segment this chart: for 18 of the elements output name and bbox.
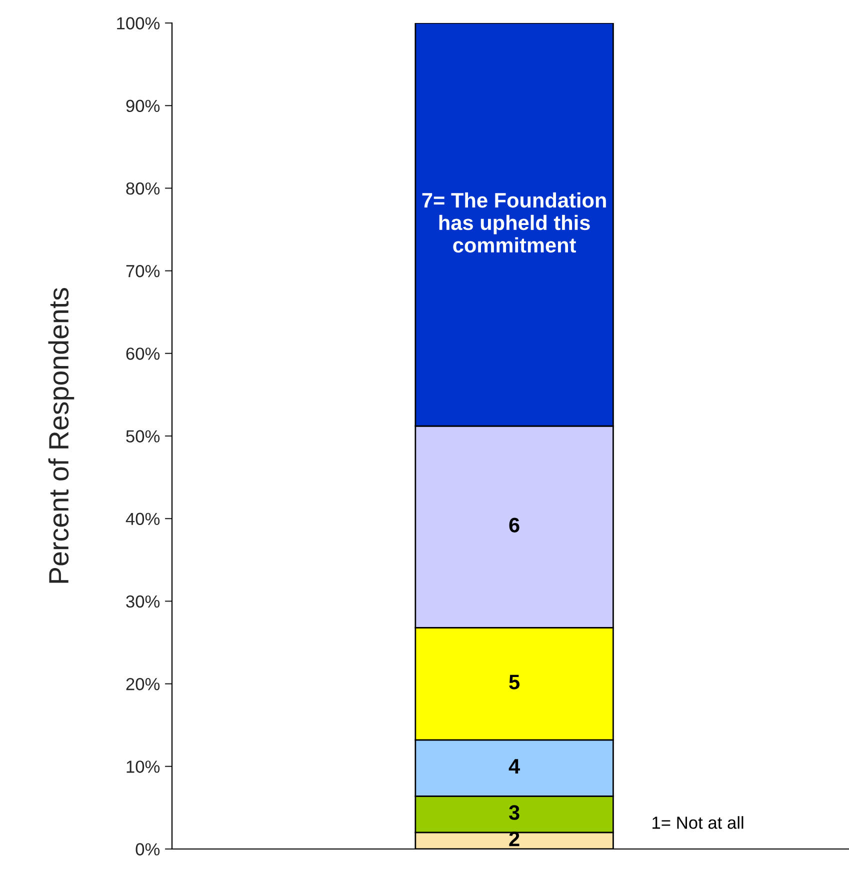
y-tick-label: 20% <box>126 678 160 690</box>
y-tick-label: 40% <box>126 512 160 526</box>
y-tick-label: 30% <box>126 595 160 608</box>
text: 1= Not at all <box>652 816 744 829</box>
y-tick-label: 90% <box>126 100 160 112</box>
y-tick-label: 100% <box>117 17 160 30</box>
y-tick-label: 10% <box>126 760 160 773</box>
series-label: 3 <box>508 805 520 820</box>
series-label: 7= The Foundation has upheld this commitment <box>422 192 606 253</box>
series-label: 4 <box>508 759 520 774</box>
y-axis-title: Percent of Respondents <box>48 288 74 583</box>
series-label: 6 <box>509 518 520 532</box>
series-label: 5 <box>509 674 520 690</box>
y-tick-label: 80% <box>126 182 160 195</box>
y-tick-label: 50% <box>126 430 160 442</box>
y-tick-label: 0% <box>136 843 160 856</box>
y-tick-label: 60% <box>126 348 160 360</box>
y-tick-label: 70% <box>126 264 160 278</box>
